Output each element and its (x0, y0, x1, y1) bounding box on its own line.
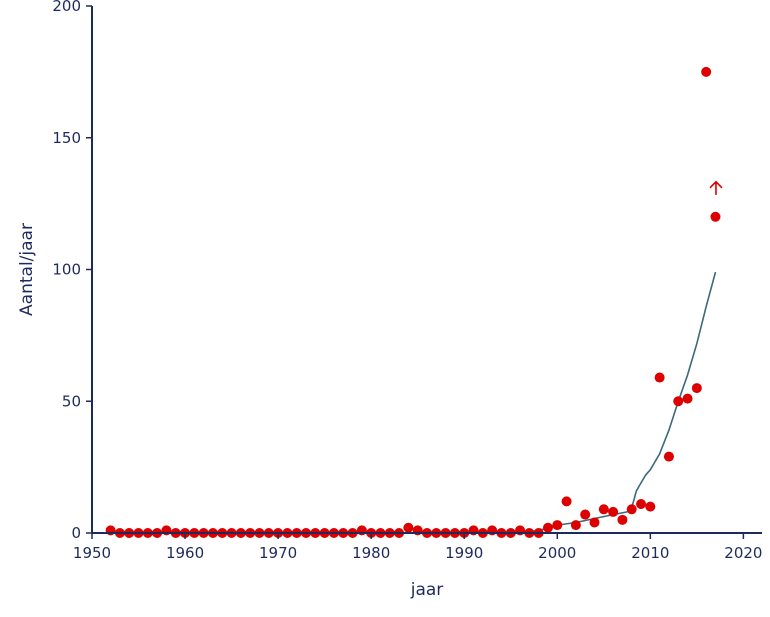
data-point (654, 372, 665, 383)
y-tick-label: 100 (52, 261, 81, 279)
data-point (710, 211, 721, 222)
x-tick-label: 1970 (259, 544, 297, 562)
data-point (636, 499, 647, 510)
data-point (691, 383, 702, 394)
data-point (589, 517, 600, 528)
data-point (542, 522, 553, 533)
data-point (580, 509, 591, 520)
ticks-group: 1950 1960 1970 1980 1990 2000 2010 2020 0 50 100 15… (52, 0, 762, 562)
data-point (673, 396, 684, 407)
data-point (617, 514, 628, 525)
data-point (645, 501, 656, 512)
y-axis-title: Aantal/jaar (17, 223, 37, 316)
x-tick-label: 1960 (166, 544, 204, 562)
data-point (598, 504, 609, 515)
up-arrow-icon (709, 180, 723, 195)
y-tick-label: 0 (71, 524, 81, 542)
data-point (552, 520, 563, 531)
data-point (561, 496, 572, 507)
data-point (626, 504, 637, 515)
data-point (663, 451, 674, 462)
y-tick-label: 200 (52, 0, 81, 15)
y-tick-label: 150 (52, 129, 81, 147)
data-point (403, 522, 414, 533)
data-point (608, 506, 619, 517)
x-tick-label: 2010 (631, 544, 669, 562)
x-tick-label: 1990 (445, 544, 483, 562)
y-tick-label: 50 (62, 392, 81, 410)
data-point (570, 520, 581, 531)
x-axis-title: jaar (410, 580, 444, 600)
data-point (682, 393, 693, 404)
x-tick-label: 2000 (538, 544, 576, 562)
axes-group (91, 6, 762, 534)
data-points-group (105, 66, 721, 538)
x-tick-label: 2020 (724, 544, 762, 562)
x-tick-label: 1980 (352, 544, 390, 562)
annotation-group (709, 180, 723, 195)
x-tick-label: 1950 (73, 544, 111, 562)
data-point (701, 66, 712, 77)
